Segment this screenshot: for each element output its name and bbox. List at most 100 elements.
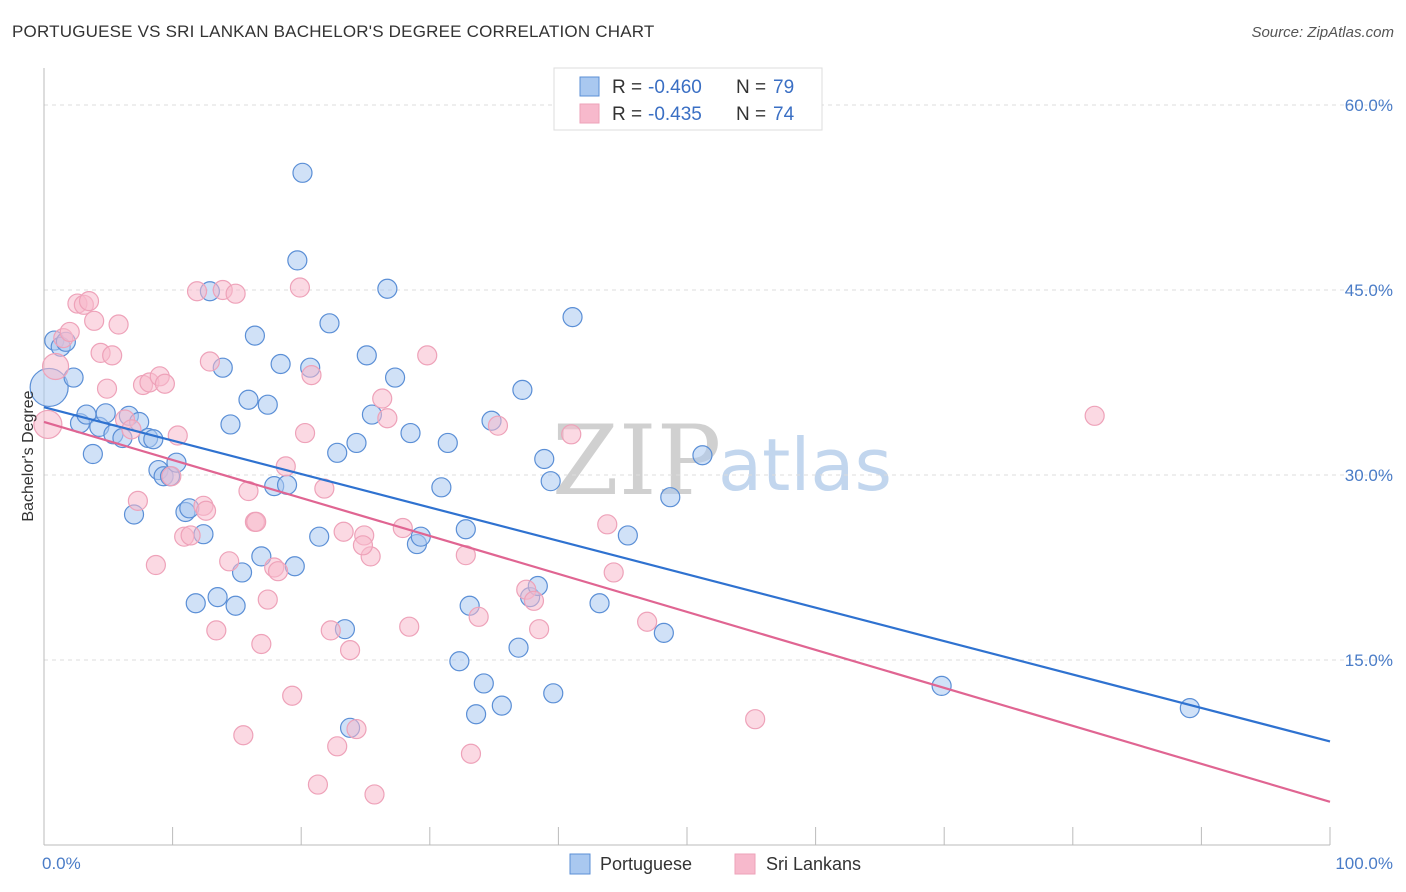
portuguese-point-28 <box>220 414 241 435</box>
portuguese-point-23 <box>185 593 206 614</box>
sri-lankan-point-19 <box>154 373 175 394</box>
sri-lankan-point-69 <box>745 709 766 730</box>
portuguese-point-40 <box>292 162 313 183</box>
sri-lankan-point-39 <box>282 685 303 706</box>
portuguese-point-68 <box>534 448 555 470</box>
sri-lankan-point-41 <box>294 422 316 444</box>
portuguese-point-77 <box>931 675 952 697</box>
sri-lankan-point-20 <box>161 466 182 487</box>
sri-lankan-point-64 <box>529 619 550 640</box>
portuguese-point-76 <box>692 445 713 466</box>
sri-lankan-point-26 <box>199 351 220 372</box>
sri-lankan-point-65 <box>561 424 582 445</box>
sri-lankan-point-3 <box>59 321 80 343</box>
legend-r-label-2: R = <box>612 104 642 125</box>
portuguese-point-56 <box>437 432 458 454</box>
sri-lankan-point-10 <box>102 345 123 366</box>
sri-lankan-point-72 <box>246 511 267 532</box>
trend-lines <box>43 406 1331 803</box>
portuguese-point-52 <box>400 422 421 444</box>
sri-lankan-point-59 <box>460 743 482 764</box>
y-tick-labels: 15.0% 30.0% 45.0% 60.0% <box>1345 96 1393 670</box>
sri-lankan-point-24 <box>186 281 208 302</box>
portuguese-point-36 <box>270 353 291 375</box>
legend-swatch-sri-lankans <box>579 103 600 124</box>
y-tick-label-0: 15.0% <box>1345 651 1393 670</box>
portuguese-point-34 <box>257 394 278 415</box>
sri-lankan-point-54 <box>377 408 398 429</box>
legend-swatch-portuguese <box>579 76 600 97</box>
portuguese-point-32 <box>244 325 266 346</box>
bottom-legend-label-sri-lankans: Sri Lankans <box>766 854 861 874</box>
sri-lankan-point-11 <box>108 314 129 335</box>
portuguese-point-65 <box>512 379 533 400</box>
portuguese-point-73 <box>617 525 638 546</box>
portuguese-point-63 <box>491 695 512 716</box>
sri-lankan-point-1 <box>41 352 70 381</box>
portuguese-point-51 <box>384 367 406 388</box>
bottom-legend: Portuguese Sri Lankans <box>569 853 861 875</box>
sri-lankan-point-0 <box>33 409 63 440</box>
portuguese-point-44 <box>327 442 348 463</box>
sri-lankan-point-60 <box>468 606 489 627</box>
portuguese-point-70 <box>543 683 564 704</box>
sri-lankan-point-17 <box>145 554 166 576</box>
sri-lankan-point-45 <box>320 620 341 641</box>
portuguese-point-74 <box>653 622 674 643</box>
portuguese-point-78 <box>1179 697 1200 719</box>
bottom-legend-swatch-sri-lankans <box>734 853 756 875</box>
sri-lankan-point-48 <box>339 640 361 661</box>
x-ticks <box>43 827 1331 846</box>
sri-lankan-point-37 <box>267 561 289 582</box>
y-tick-label-3: 60.0% <box>1345 96 1393 115</box>
sri-lankan-points <box>33 277 1105 805</box>
portuguese-point-69 <box>540 471 561 492</box>
sri-lankan-point-57 <box>417 345 438 366</box>
portuguese-point-61 <box>473 673 494 694</box>
portuguese-point-16 <box>143 429 164 450</box>
x-tick-label-max: 100.0% <box>1335 854 1393 873</box>
portuguese-point-54 <box>410 526 431 547</box>
sri-lankan-point-53 <box>372 388 393 409</box>
legend-r-value-2: -0.435 <box>648 104 702 125</box>
bottom-legend-swatch-portuguese <box>569 853 591 875</box>
sri-lankan-point-46 <box>327 736 348 757</box>
sri-lankan-point-43 <box>307 774 329 795</box>
sri-lankan-point-29 <box>219 551 240 572</box>
legend-n-value-1: 79 <box>773 77 794 98</box>
sri-lankan-point-9 <box>96 378 118 399</box>
chart-source: Source: ZipAtlas.com <box>1251 24 1394 41</box>
portuguese-point-57 <box>449 651 470 672</box>
portuguese-point-58 <box>455 519 476 540</box>
portuguese-point-38 <box>284 556 305 577</box>
sri-lankan-point-7 <box>84 310 105 331</box>
sri-lankan-point-40 <box>289 277 311 298</box>
sri-lankan-point-61 <box>487 415 509 436</box>
legend-n-value-2: 74 <box>773 104 795 125</box>
sri-lankan-point-63 <box>523 590 545 611</box>
legend-r-value-1: -0.460 <box>648 77 702 98</box>
sri-lankan-point-68 <box>637 611 658 632</box>
bottom-legend-label-portuguese: Portuguese <box>600 854 692 874</box>
legend-n-label-2: N = <box>736 104 766 125</box>
sri-lankan-point-49 <box>346 718 367 740</box>
sri-lankan-point-38 <box>275 456 296 477</box>
sri-lankan-point-73 <box>195 500 217 521</box>
sri-lankan-point-23 <box>180 525 201 546</box>
y-tick-label-2: 45.0% <box>1345 281 1393 300</box>
portuguese-trend-line <box>43 406 1331 743</box>
portuguese-point-31 <box>238 389 259 410</box>
portuguese-point-72 <box>589 593 610 614</box>
portuguese-point-43 <box>319 313 340 334</box>
portuguese-point-47 <box>346 432 367 454</box>
sri-lankan-point-27 <box>206 620 227 641</box>
y-axis-label: Bachelor's Degree <box>20 390 37 521</box>
sri-lankan-point-70 <box>1084 405 1105 426</box>
portuguese-point-30 <box>231 562 253 583</box>
legend-box: R = -0.460 N = 79 R = -0.435 N = 74 <box>553 67 823 131</box>
sri-lankan-point-66 <box>597 514 618 535</box>
portuguese-point-55 <box>431 477 452 498</box>
portuguese-point-29 <box>225 595 246 616</box>
sri-lankan-point-35 <box>257 589 278 610</box>
